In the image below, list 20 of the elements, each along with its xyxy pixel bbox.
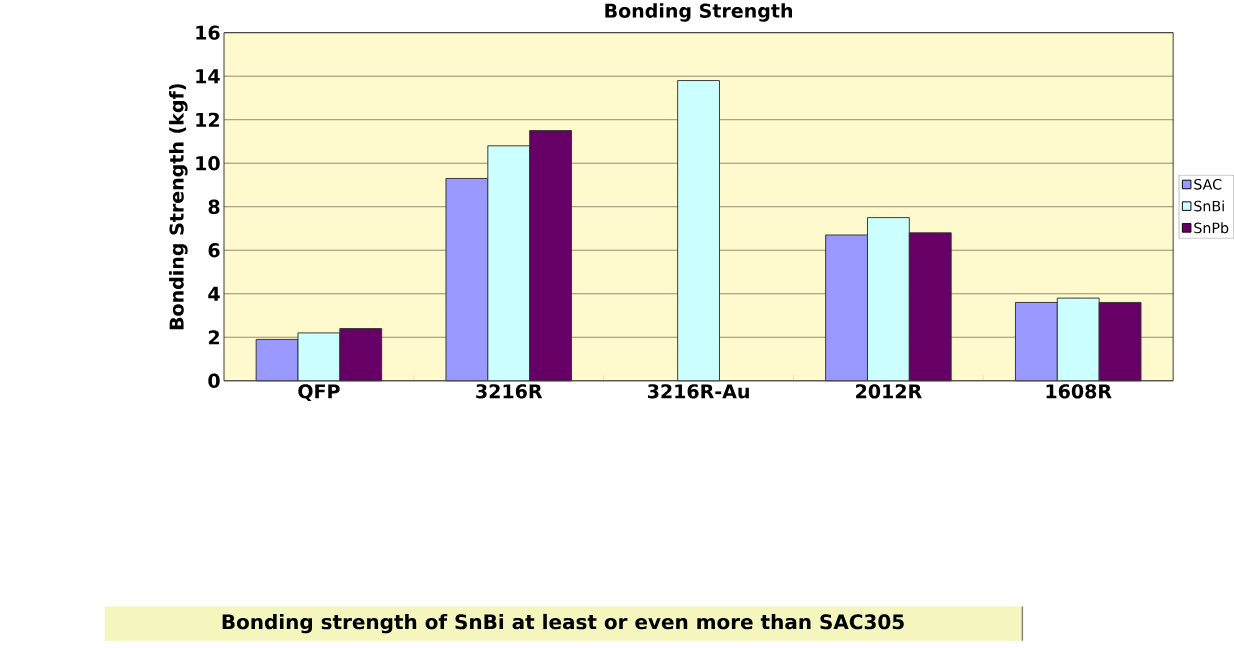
y-axis-title: Bonding Strength (kgf): [169, 83, 188, 330]
legend-label: SnBi: [1194, 200, 1224, 212]
y-tick-label: 14: [196, 69, 220, 83]
y-tick-label: 8: [208, 199, 220, 214]
x-tick-label: 1608R: [1046, 383, 1112, 399]
y-tick-label: 4: [208, 286, 220, 301]
y-tick-label: 0: [208, 373, 220, 388]
y-tick-label: 16: [196, 25, 220, 40]
y-tick-label: 6: [208, 242, 220, 258]
legend-label: SnPb: [1194, 222, 1229, 234]
x-tick-label: QFP: [298, 383, 340, 401]
chart-title: Bonding Strength: [605, 2, 793, 22]
x-tick-label: 2012R: [856, 383, 922, 399]
x-tick-label: 3216R-Au: [647, 383, 749, 399]
y-tick-label: 12: [196, 112, 219, 127]
y-tick-label: 2: [208, 330, 219, 345]
y-tick-label: 10: [196, 155, 220, 171]
text: Bonding strength of SnBi at least or even more than SAC305: [222, 613, 904, 634]
legend-label: SAC: [1194, 178, 1222, 190]
x-tick-label: 3216R: [476, 383, 543, 399]
